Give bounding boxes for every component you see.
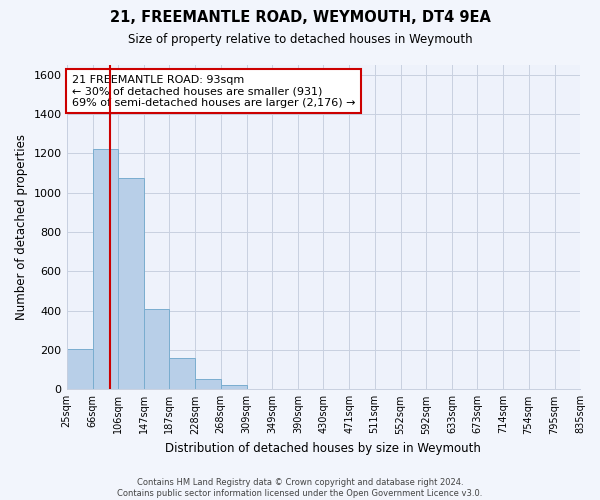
Bar [92,148,118,390]
Bar [118,178,144,390]
Bar [67,349,92,390]
Text: Contains HM Land Registry data © Crown copyright and database right 2024.
Contai: Contains HM Land Registry data © Crown c… [118,478,482,498]
Bar [195,379,221,390]
Text: Size of property relative to detached houses in Weymouth: Size of property relative to detached ho… [128,32,472,46]
Bar [169,358,195,390]
Text: 21 FREEMANTLE ROAD: 93sqm
← 30% of detached houses are smaller (931)
69% of semi: 21 FREEMANTLE ROAD: 93sqm ← 30% of detac… [71,74,355,108]
Bar [221,385,247,390]
Text: 21, FREEMANTLE ROAD, WEYMOUTH, DT4 9EA: 21, FREEMANTLE ROAD, WEYMOUTH, DT4 9EA [110,10,490,25]
Bar [144,308,169,390]
Y-axis label: Number of detached properties: Number of detached properties [15,134,28,320]
X-axis label: Distribution of detached houses by size in Weymouth: Distribution of detached houses by size … [166,442,481,455]
